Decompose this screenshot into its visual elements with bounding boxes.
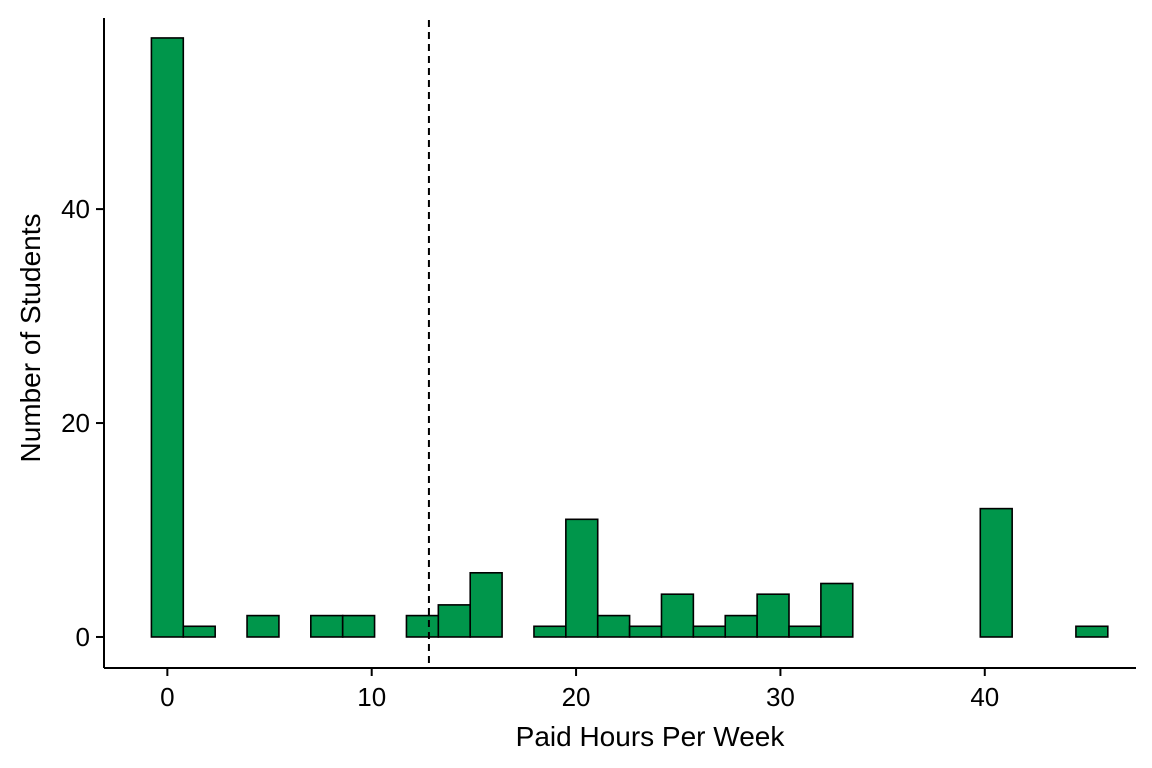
histogram-bar — [565, 518, 599, 638]
axes: 0 10 20 30 40 0 20 40 — [61, 18, 1136, 712]
y-tick-label: 20 — [61, 408, 90, 438]
histogram-bar — [692, 625, 727, 638]
x-tick-label: 10 — [357, 682, 386, 712]
histogram-bar — [533, 625, 567, 638]
y-tick-label: 0 — [76, 622, 90, 652]
histogram-bar — [1075, 625, 1109, 638]
x-tick-label: 20 — [562, 682, 591, 712]
histogram-bar — [341, 614, 376, 638]
histogram-bar — [756, 593, 790, 638]
histogram-bar — [596, 614, 631, 638]
histogram-bar — [182, 625, 216, 638]
x-tick-label: 40 — [970, 682, 999, 712]
y-tick-label: 40 — [61, 194, 90, 224]
histogram-bars — [150, 37, 1109, 638]
histogram-bar — [405, 614, 440, 638]
x-axis-title: Paid Hours Per Week — [516, 721, 786, 752]
y-axis-title: Number of Students — [15, 213, 46, 462]
histogram-bar — [788, 625, 822, 638]
histogram-bar — [628, 625, 663, 638]
histogram-bar — [310, 614, 344, 638]
x-tick-label: 30 — [766, 682, 795, 712]
histogram-bar — [469, 571, 503, 638]
histogram-bar — [979, 507, 1013, 638]
histogram-bar — [150, 37, 185, 638]
histogram-bar — [246, 614, 280, 638]
histogram-bar — [724, 614, 758, 638]
y-axis-ticks: 0 20 40 — [61, 194, 104, 652]
histogram-bar — [660, 593, 695, 638]
x-tick-label: 0 — [160, 682, 174, 712]
histogram-bar — [437, 604, 472, 638]
histogram-bar — [820, 582, 854, 638]
x-axis-ticks: 0 10 20 30 40 — [160, 668, 999, 712]
